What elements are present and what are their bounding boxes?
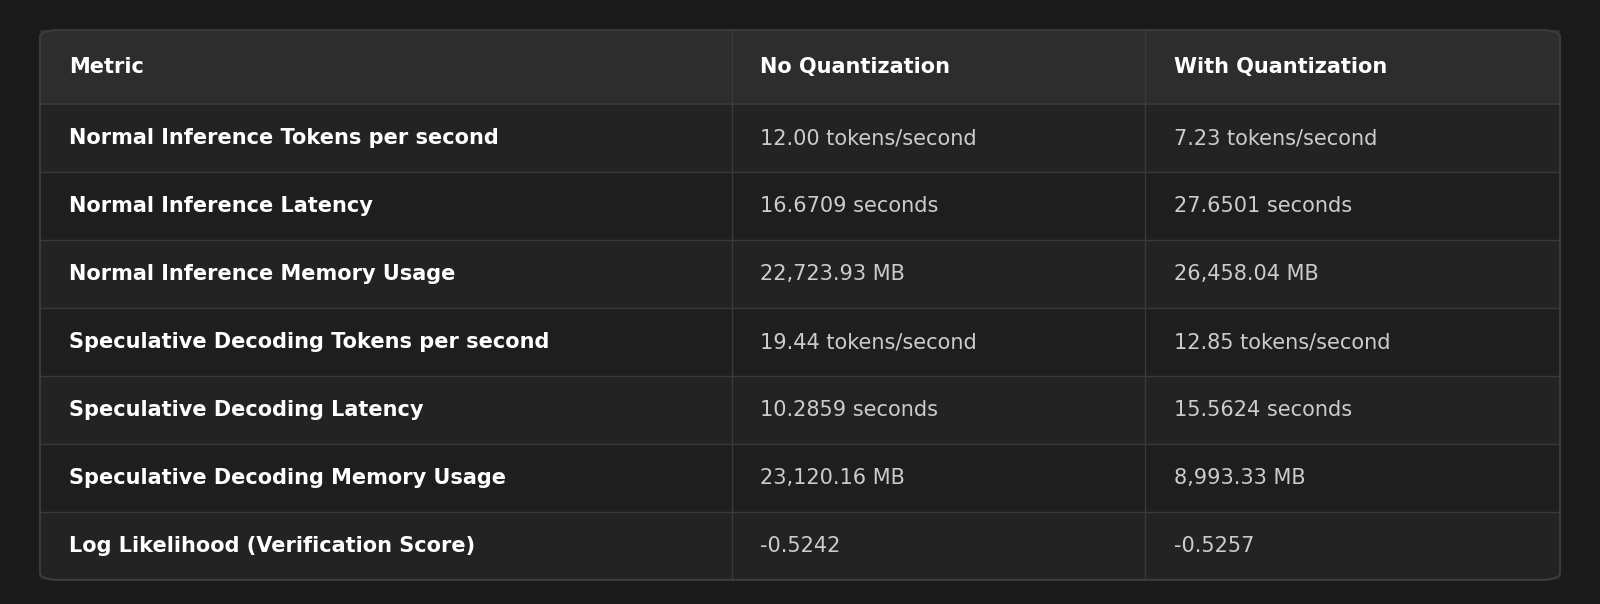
Text: 22,723.93 MB: 22,723.93 MB [760, 264, 906, 284]
Bar [40, 172, 1560, 240]
Text: 16.6709 seconds: 16.6709 seconds [760, 196, 939, 216]
Bar [40, 376, 1560, 444]
Bar [40, 240, 1560, 308]
Text: Normal Inference Latency: Normal Inference Latency [69, 196, 373, 216]
Bar [40, 512, 1560, 580]
Text: Normal Inference Tokens per second: Normal Inference Tokens per second [69, 129, 499, 149]
Text: -0.5257: -0.5257 [1174, 536, 1254, 556]
FancyBboxPatch shape [40, 30, 1560, 580]
Text: Log Likelihood (Verification Score): Log Likelihood (Verification Score) [69, 536, 475, 556]
Text: 19.44 tokens/second: 19.44 tokens/second [760, 332, 978, 352]
Text: 7.23 tokens/second: 7.23 tokens/second [1174, 129, 1378, 149]
Text: 15.5624 seconds: 15.5624 seconds [1174, 400, 1352, 420]
Text: 23,120.16 MB: 23,120.16 MB [760, 468, 906, 488]
Text: With Quantization: With Quantization [1174, 57, 1387, 77]
Text: 12.85 tokens/second: 12.85 tokens/second [1174, 332, 1390, 352]
Text: Speculative Decoding Memory Usage: Speculative Decoding Memory Usage [69, 468, 506, 488]
Text: Normal Inference Memory Usage: Normal Inference Memory Usage [69, 264, 454, 284]
Text: 27.6501 seconds: 27.6501 seconds [1174, 196, 1352, 216]
Bar [40, 308, 1560, 376]
Text: Metric: Metric [69, 57, 144, 77]
Text: 26,458.04 MB: 26,458.04 MB [1174, 264, 1318, 284]
Text: No Quantization: No Quantization [760, 57, 950, 77]
Text: 12.00 tokens/second: 12.00 tokens/second [760, 129, 978, 149]
Text: 8,993.33 MB: 8,993.33 MB [1174, 468, 1306, 488]
Bar [40, 444, 1560, 512]
Text: Speculative Decoding Latency: Speculative Decoding Latency [69, 400, 424, 420]
Text: Speculative Decoding Tokens per second: Speculative Decoding Tokens per second [69, 332, 549, 352]
Bar [40, 104, 1560, 172]
Bar [40, 30, 1560, 104]
Text: -0.5242: -0.5242 [760, 536, 840, 556]
Text: 10.2859 seconds: 10.2859 seconds [760, 400, 938, 420]
